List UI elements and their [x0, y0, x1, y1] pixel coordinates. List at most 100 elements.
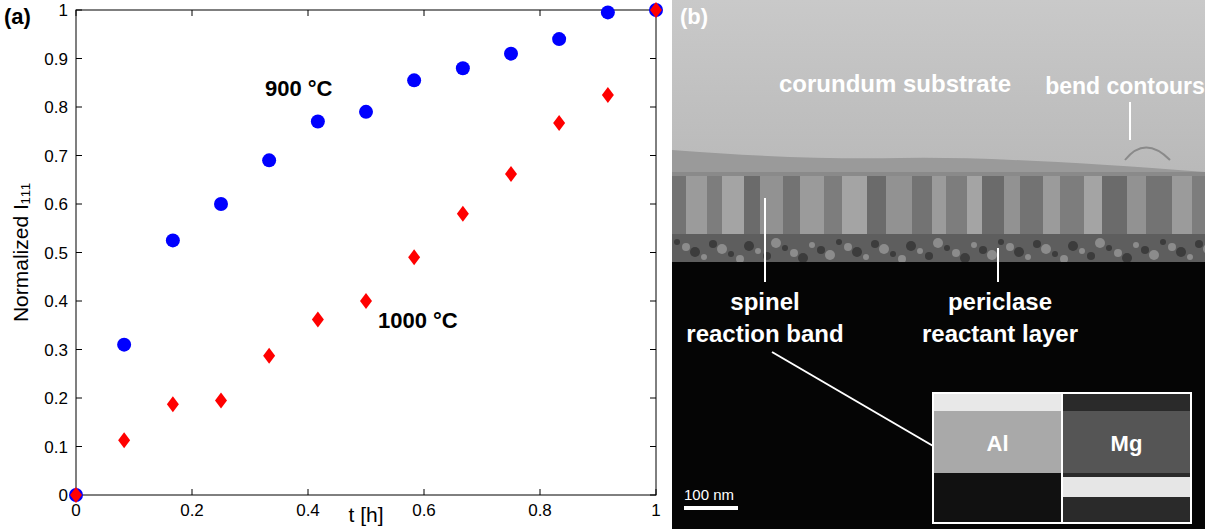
y-tick-label: 0.5: [44, 244, 68, 263]
periclase-grain: [709, 240, 717, 248]
inset-label: Al: [987, 431, 1009, 456]
spinel-column: [800, 176, 824, 236]
point: [117, 338, 131, 352]
x-tick-top: [540, 10, 541, 16]
y-tick-label: 0: [59, 486, 68, 505]
y-tick-right: [650, 107, 656, 108]
x-tick: [192, 489, 193, 495]
inset-bg: [1062, 393, 1191, 523]
y-tick: [76, 204, 82, 205]
spinel-column: [886, 176, 912, 236]
spinel-column: [982, 176, 1004, 236]
spinel-column: [672, 176, 686, 236]
periclase-grain: [1060, 255, 1068, 263]
periclase-grain: [1087, 252, 1095, 260]
pointer: [997, 248, 999, 282]
periclase-grain: [817, 246, 825, 254]
periclase-grain: [987, 250, 997, 260]
pointer: [764, 198, 766, 282]
spinel-column: [707, 176, 722, 236]
spinel-column: [1192, 176, 1205, 236]
x-tick: [308, 489, 309, 495]
series: [69, 3, 663, 502]
panel-b: (b)corundum substratebend contoursspinel…: [672, 0, 1205, 529]
spinel-column: [932, 176, 946, 236]
y-tick-label: 0.3: [44, 341, 68, 360]
y-tick-right: [650, 349, 656, 350]
x-tick-top: [308, 10, 309, 16]
vacuum: [672, 262, 1205, 529]
point: [552, 32, 566, 46]
spinel-column: [912, 176, 932, 236]
periclase-grain: [836, 239, 842, 245]
corundum-region: [672, 0, 1205, 176]
x-tick: [424, 489, 425, 495]
point: [650, 2, 662, 18]
y-tick: [76, 446, 82, 447]
periclase-grain: [1195, 240, 1203, 248]
region-label: reactant layer: [922, 320, 1078, 347]
region-label: bend contours: [1045, 73, 1205, 99]
periclase-grain: [682, 243, 690, 251]
series: [70, 2, 662, 503]
y-tick: [76, 107, 82, 108]
point: [457, 206, 469, 222]
periclase-grain: [1106, 245, 1112, 251]
x-tick-label: 0.8: [528, 501, 552, 520]
periclase-grain: [1033, 240, 1041, 248]
spinel-column: [760, 176, 783, 236]
spinel-column: [842, 176, 867, 236]
eds-inset: Al: [933, 393, 1062, 523]
spinel-column: [946, 176, 967, 236]
y-tick-label: 0.9: [44, 50, 68, 69]
point: [214, 197, 228, 211]
point: [311, 115, 325, 129]
periclase-layer: [672, 234, 1205, 264]
periclase-grain: [944, 245, 950, 251]
periclase-grain: [1122, 253, 1132, 263]
periclase-grain: [1068, 241, 1078, 251]
periclase-grain: [925, 252, 933, 260]
panel-label: (a): [4, 4, 31, 29]
periclase-grain: [898, 255, 906, 263]
inset-band: [1062, 477, 1191, 497]
periclase-grain: [1052, 251, 1058, 257]
x-tick: [540, 489, 541, 495]
pointer: [772, 352, 940, 450]
y-axis-title: Normalized I₁₁₁: [9, 183, 32, 322]
point: [312, 311, 324, 327]
y-tick: [76, 155, 82, 156]
periclase-grain: [1095, 238, 1105, 248]
periclase-grain: [1014, 247, 1024, 257]
spinel-column: [1060, 176, 1084, 236]
point: [601, 5, 615, 19]
periclase-grain: [879, 244, 889, 254]
periclase-grain: [790, 249, 798, 257]
periclase-grain: [701, 254, 707, 260]
spinel-column: [722, 176, 744, 236]
spinel-column: [1172, 176, 1192, 236]
series-label: 900 °C: [265, 76, 333, 101]
y-tick: [76, 349, 82, 350]
spinel-column: [967, 176, 982, 236]
point: [407, 73, 421, 87]
x-axis-title: t [h]: [348, 503, 383, 526]
periclase-grain: [1141, 246, 1149, 254]
periclase-grain: [771, 238, 781, 248]
point: [166, 233, 180, 247]
periclase-grain: [1006, 243, 1014, 251]
scale-bar: [684, 506, 738, 510]
periclase-grain: [1133, 242, 1139, 248]
periclase-grain: [717, 244, 727, 254]
periclase-grain: [798, 253, 808, 263]
spinel-column: [824, 176, 842, 236]
periclase-grain: [809, 242, 815, 248]
periclase-grain: [890, 251, 896, 257]
periclase-grain: [952, 249, 960, 257]
y-tick-label: 0.4: [44, 292, 68, 311]
spinel-column: [1102, 176, 1127, 236]
inset-band: [933, 411, 1062, 473]
region-label: corundum substrate: [779, 70, 1011, 97]
y-tick-right: [650, 58, 656, 59]
y-tick-right: [650, 446, 656, 447]
